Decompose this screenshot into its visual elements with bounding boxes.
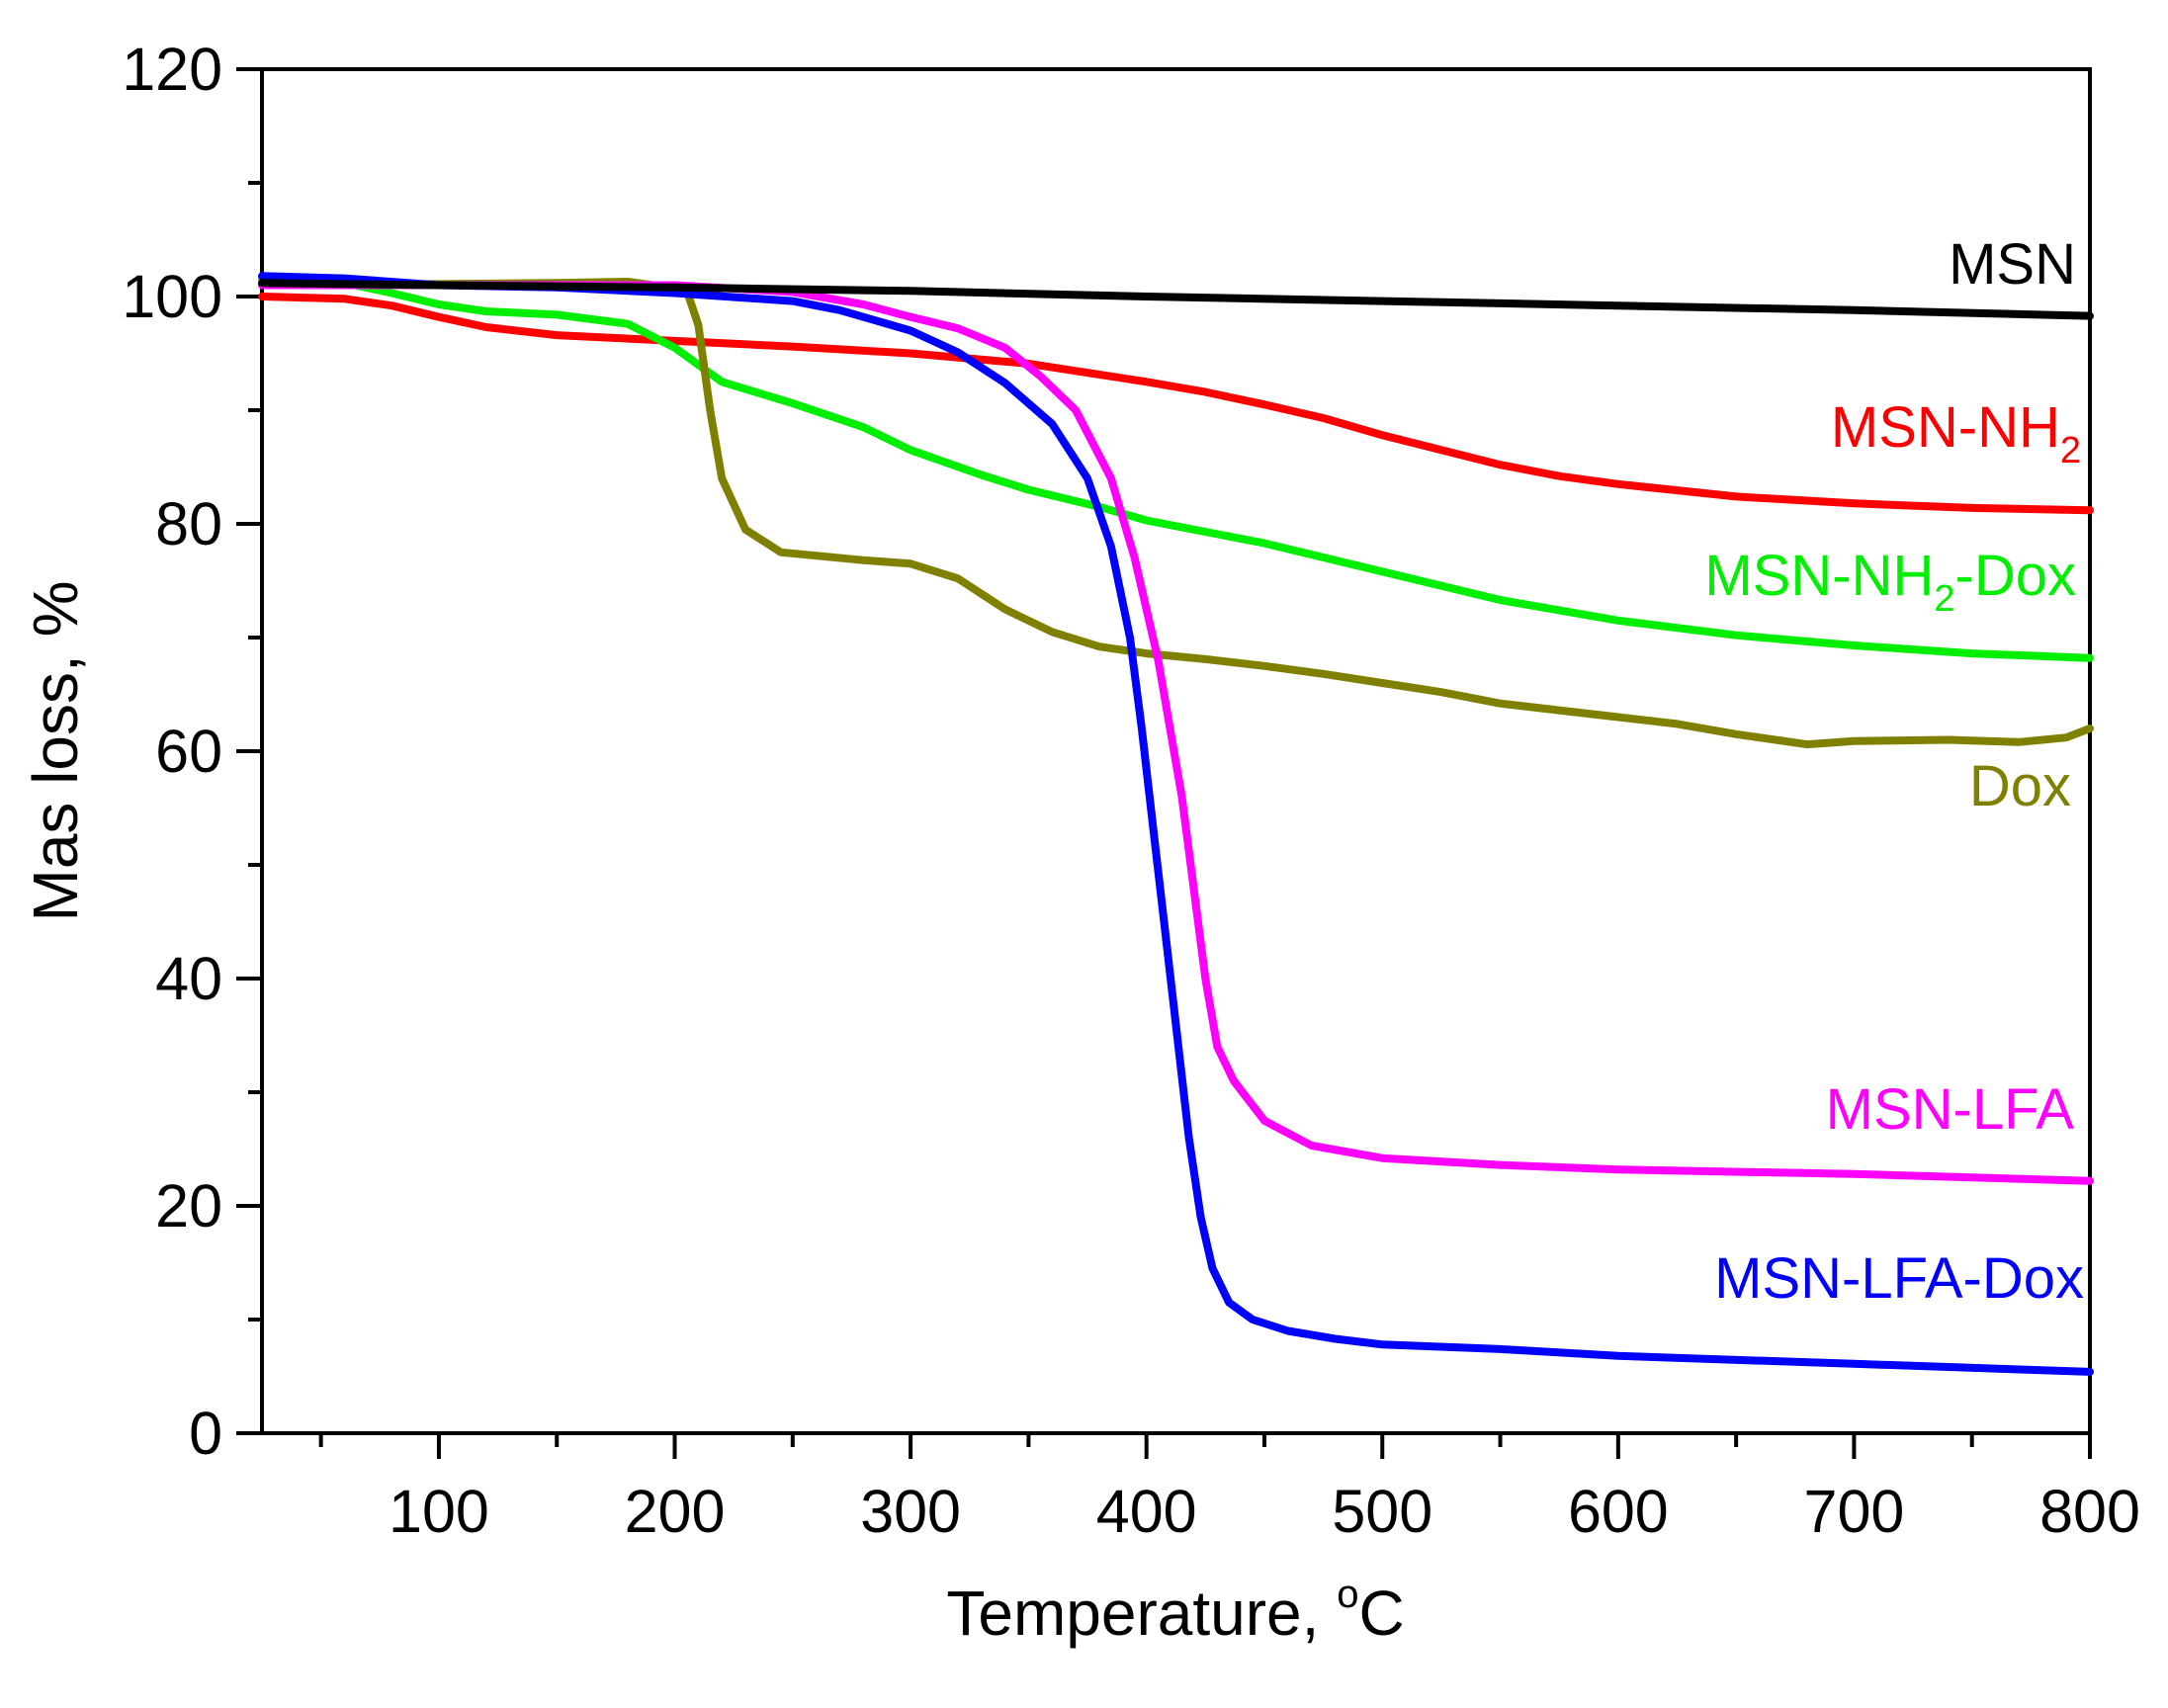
x-tick-label: 700 — [1804, 1478, 1905, 1545]
y-tick-label: 80 — [155, 490, 222, 557]
y-tick-label: 120 — [122, 36, 222, 103]
series-label-msn: MSN — [1949, 232, 2076, 297]
series-label-msn-nh2-dox: MSN-NH2-Dox — [1704, 544, 2076, 620]
y-tick-label: 100 — [122, 263, 222, 330]
series-label-dox: Dox — [1969, 754, 2071, 818]
series-label-msn-lfa: MSN-LFA — [1826, 1077, 2075, 1142]
x-tick-label: 500 — [1332, 1478, 1432, 1545]
tick-labels: 100 200 300 400 500 600 700 800 0 20 40 60 80 100 120 — [122, 36, 2140, 1545]
y-axis-title: Mas loss, % — [20, 581, 91, 922]
series-labels: MSN MSN-NH2 MSN-NH2-Dox Dox MSN-LFA MSN-LFA-D… — [1704, 232, 2084, 1311]
series-label-msn-lfa-dox: MSN-LFA-Dox — [1714, 1246, 2084, 1311]
series-lines — [258, 272, 2094, 1376]
y-tick-label: 20 — [155, 1172, 222, 1239]
y-tick-label: 40 — [155, 945, 222, 1012]
series-line-msn-nh2 — [258, 293, 2094, 515]
series-line-msn — [258, 279, 2094, 320]
axis-ticks — [236, 67, 2092, 1459]
series-line-msn-lfa-dox — [258, 272, 2094, 1376]
series-line-dox — [258, 278, 2094, 749]
x-tick-label: 400 — [1096, 1478, 1197, 1545]
series-line-msn-lfa — [258, 281, 2094, 1185]
y-tick-label: 60 — [155, 718, 222, 785]
series-line-msn-nh2-dox — [258, 275, 2094, 662]
x-tick-label: 200 — [625, 1478, 726, 1545]
x-tick-label: 100 — [389, 1478, 489, 1545]
x-axis-title: Temperature, oC — [946, 1573, 1404, 1649]
x-tick-label: 300 — [860, 1478, 961, 1545]
y-tick-label: 0 — [189, 1400, 222, 1467]
series-label-msn-nh2: MSN-NH2 — [1831, 395, 2081, 471]
x-tick-label: 600 — [1568, 1478, 1669, 1545]
x-tick-label: 800 — [2039, 1478, 2140, 1545]
